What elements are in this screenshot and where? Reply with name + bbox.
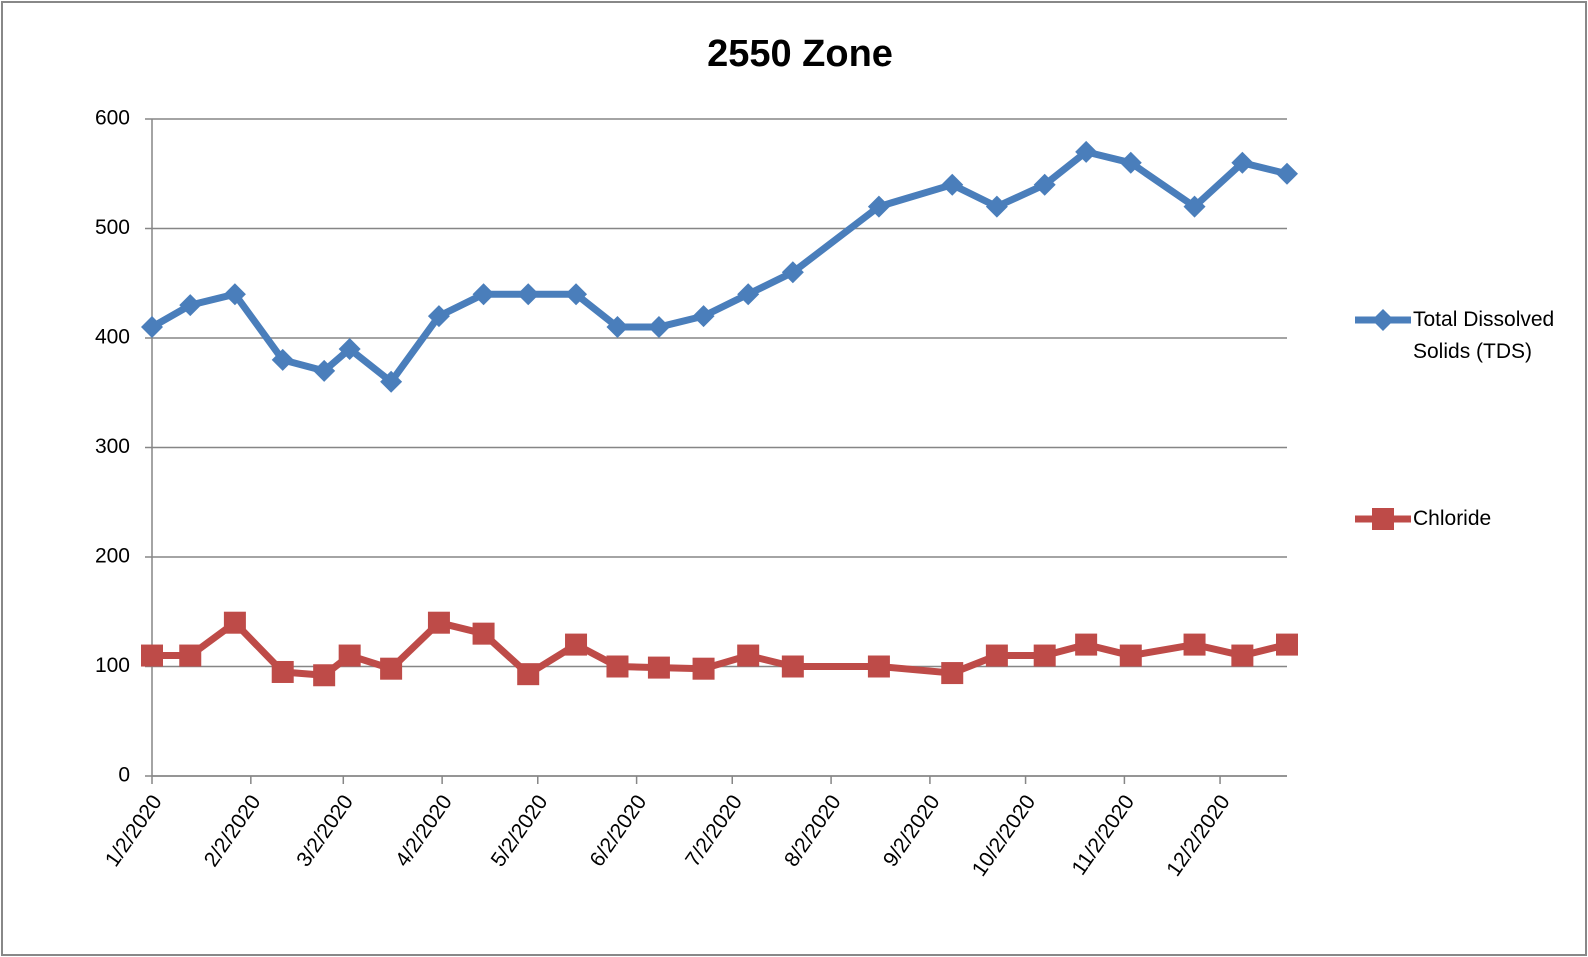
marker: [781, 655, 804, 678]
legend-label: Chloride: [1413, 507, 1492, 530]
marker: [737, 283, 760, 306]
marker: [1276, 633, 1298, 656]
marker: [1276, 162, 1298, 185]
y-tick-label: 200: [95, 545, 130, 568]
y-tick-label: 100: [95, 654, 130, 677]
marker: [313, 359, 336, 382]
marker: [338, 337, 361, 360]
marker: [427, 305, 450, 328]
marker: [1075, 633, 1098, 656]
marker: [1183, 633, 1206, 656]
marker: [692, 657, 715, 680]
chart-title: 2550 Zone: [707, 33, 893, 75]
marker: [737, 644, 760, 667]
marker: [380, 657, 403, 680]
marker: [271, 660, 294, 683]
marker: [1119, 151, 1142, 174]
marker: [179, 644, 202, 667]
marker: [223, 611, 246, 634]
marker: [867, 195, 890, 218]
marker: [1231, 644, 1254, 667]
marker: [338, 644, 361, 667]
marker: [1119, 644, 1142, 667]
marker: [985, 195, 1008, 218]
marker: [380, 370, 403, 393]
marker: [606, 655, 629, 678]
marker: [472, 622, 495, 645]
legend-marker: [1372, 309, 1394, 331]
marker: [985, 644, 1008, 667]
marker: [1183, 195, 1206, 218]
y-tick-label: 300: [95, 435, 130, 458]
marker: [271, 348, 294, 371]
marker: [427, 611, 450, 634]
marker: [141, 644, 163, 667]
legend-label: Total Dissolved Solids (TDS): [1413, 308, 1555, 363]
marker: [565, 283, 588, 306]
marker: [1033, 173, 1056, 196]
marker: [647, 316, 670, 339]
marker: [517, 663, 540, 686]
marker: [1033, 644, 1056, 667]
marker: [223, 283, 246, 306]
marker: [781, 261, 804, 284]
marker: [941, 173, 964, 196]
marker: [179, 294, 202, 317]
marker: [141, 316, 163, 339]
y-tick-label: 600: [95, 107, 130, 130]
marker: [867, 655, 890, 678]
marker: [517, 283, 540, 306]
marker: [606, 316, 629, 339]
marker: [647, 656, 670, 679]
y-tick-label: 0: [118, 764, 130, 787]
marker: [472, 283, 495, 306]
marker: [1231, 151, 1254, 174]
marker: [565, 633, 588, 656]
y-tick-label: 400: [95, 326, 130, 349]
marker: [313, 664, 336, 687]
y-tick-label: 500: [95, 216, 130, 239]
legend-marker: [1372, 508, 1394, 530]
marker: [1075, 140, 1098, 163]
marker: [941, 662, 964, 685]
marker: [692, 305, 715, 328]
